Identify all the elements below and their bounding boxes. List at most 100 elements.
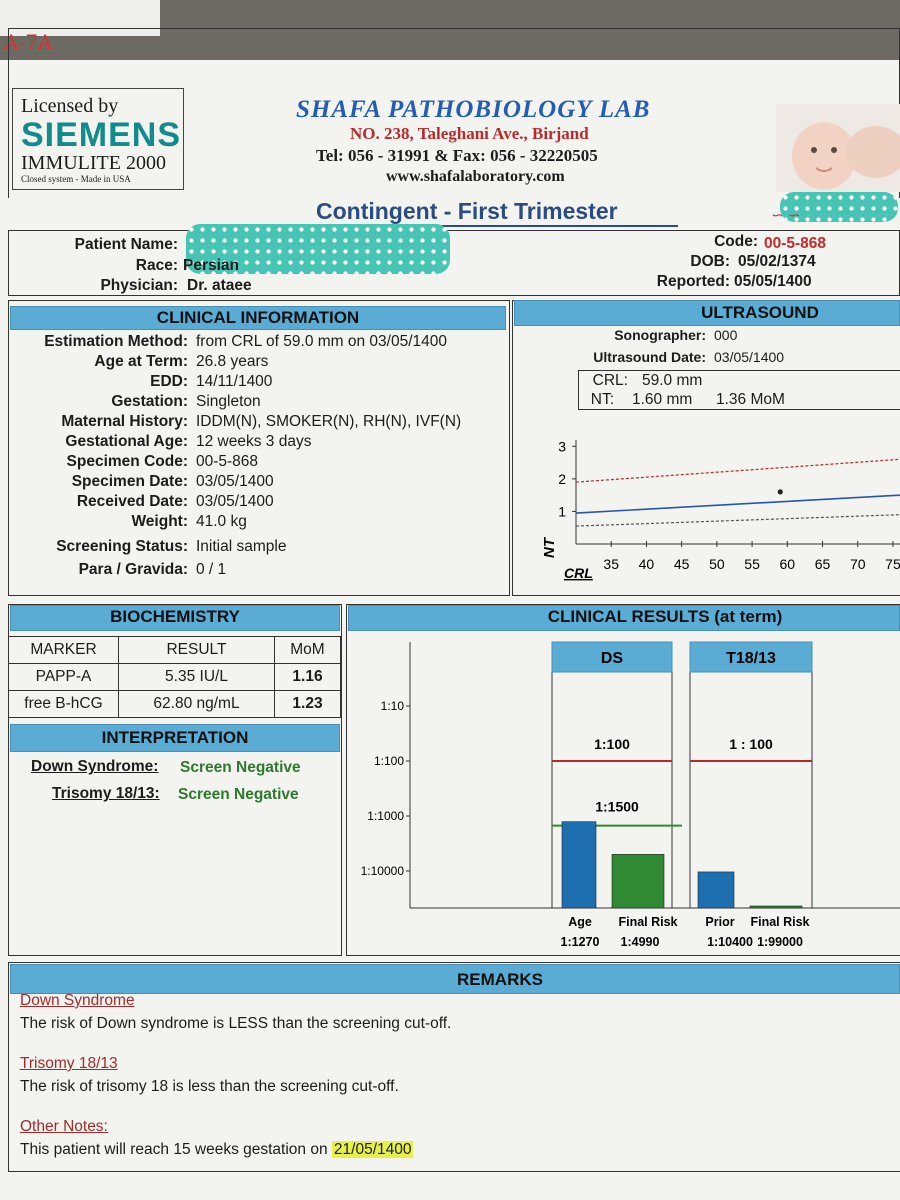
top-left-paper bbox=[0, 0, 160, 36]
interpretation-title: INTERPRETATION bbox=[101, 728, 249, 747]
crl-axis-label: CRL bbox=[564, 565, 593, 581]
reported-value: 05/05/1400 bbox=[734, 273, 812, 290]
crl-label: CRL: bbox=[592, 372, 628, 389]
clinical-info-title: CLINICAL INFORMATION bbox=[156, 308, 360, 327]
physician-label: Physician: bbox=[100, 277, 178, 294]
result-cell: 5.35 IU/L bbox=[118, 663, 275, 691]
clinical-row-value: 00-5-868 bbox=[196, 453, 259, 470]
interp-t18-value: Screen Negative bbox=[178, 786, 299, 803]
redaction-mark bbox=[780, 192, 898, 222]
clinical-info-header bbox=[10, 306, 506, 330]
ultrasound-date-label: Ultrasound Date: bbox=[593, 349, 706, 365]
ds-header-label: DS bbox=[601, 650, 624, 667]
clinical-row-value: IDDM(N), SMOKER(N), RH(N), IVF(N) bbox=[196, 413, 462, 430]
nt-value: 1.60 mm bbox=[632, 391, 693, 408]
interp-ds-value: Screen Negative bbox=[180, 759, 301, 776]
licensed-by: Licensed by bbox=[21, 95, 119, 117]
clinical-row-label: Gestation: bbox=[111, 393, 188, 410]
x-tick-label: 75 bbox=[885, 556, 900, 572]
siemens-logo: SIEMENS bbox=[21, 116, 182, 154]
clinical-row-value: 26.8 years bbox=[196, 353, 269, 370]
ultrasound-header bbox=[514, 300, 900, 326]
remark-notes-heading: Other Notes: bbox=[20, 1118, 108, 1135]
x-tick-label: 60 bbox=[780, 556, 796, 572]
nt-patient-point bbox=[777, 489, 783, 495]
risk-bar bbox=[697, 871, 735, 909]
risk-y-tick-label: 1:10 bbox=[381, 699, 405, 713]
clinical-results-box bbox=[346, 604, 900, 956]
notes-text: This patient will reach 15 weeks gestati… bbox=[20, 1141, 328, 1158]
result-cell: 62.80 ng/mL bbox=[118, 690, 275, 718]
lab-phone: Tel: 056 - 31991 & Fax: 056 - 32220505 bbox=[316, 146, 598, 165]
signature-scribble: ∽ ∽ bbox=[770, 207, 800, 224]
patient-name-label: Patient Name: bbox=[74, 236, 178, 253]
ds-panel-header bbox=[551, 641, 673, 673]
redacted-patient-name bbox=[186, 224, 450, 274]
clinical-row-value: Initial sample bbox=[196, 538, 287, 555]
risk-bar-value: 1:1270 bbox=[561, 935, 600, 949]
report-title: Contingent - First Trimester bbox=[316, 198, 618, 224]
clinical-row-label: Weight: bbox=[131, 513, 188, 530]
x-tick-label: 65 bbox=[815, 556, 831, 572]
clinical-row-label: Screening Status: bbox=[56, 538, 188, 555]
result-header: RESULT bbox=[118, 636, 275, 664]
nt-label: NT: bbox=[590, 391, 614, 408]
risk-bar bbox=[561, 821, 597, 909]
lab-name: SHAFA PATHOBIOLOGY LAB bbox=[296, 96, 651, 123]
x-tick-label: 40 bbox=[639, 556, 655, 572]
clinical-row-label: Para / Gravida: bbox=[78, 561, 188, 578]
x-tick-label: 45 bbox=[674, 556, 690, 572]
nt-axis-label: NT bbox=[541, 536, 558, 558]
marker-header: MARKER bbox=[8, 636, 119, 664]
clinical-row-label: EDD: bbox=[150, 373, 188, 390]
lab-website: www.shafalaboratory.com bbox=[386, 168, 565, 185]
biochemistry-title: BIOCHEMISTRY bbox=[110, 607, 240, 626]
ultrasound-title: ULTRASOUND bbox=[701, 303, 819, 322]
clinical-row-label: Gestational Age: bbox=[65, 433, 188, 450]
biochemistry-box bbox=[8, 604, 342, 956]
baby-photo bbox=[776, 104, 900, 192]
table-row: PAPP-A 5.35 IU/L 1.16 bbox=[8, 663, 341, 691]
clinical-row-label: Received Date: bbox=[76, 493, 188, 510]
x-tick-label: 55 bbox=[744, 556, 760, 572]
t18-panel-header bbox=[689, 641, 813, 673]
nt-mom: 1.36 MoM bbox=[716, 391, 785, 408]
reported-label: Reported: bbox=[656, 273, 730, 290]
remark-ds-text: The risk of Down syndrome is LESS than t… bbox=[20, 1015, 452, 1032]
clinical-row-value: Singleton bbox=[196, 393, 261, 410]
interpretation-header bbox=[10, 724, 340, 752]
clinical-row-value: from CRL of 59.0 mm on 03/05/1400 bbox=[196, 333, 448, 350]
clinical-results-header bbox=[348, 605, 900, 631]
clinical-row-value: 03/05/1400 bbox=[196, 473, 274, 490]
clinical-row-label: Maternal History: bbox=[61, 413, 188, 430]
remark-ds-heading: Down Syndrome bbox=[20, 992, 135, 1009]
immulite-label: IMMULITE 2000 bbox=[21, 152, 166, 174]
risk-bar bbox=[749, 905, 803, 909]
remark-notes-text: This patient will reach 15 weeks gestati… bbox=[20, 1141, 414, 1159]
crl-value: 59.0 mm bbox=[642, 372, 703, 389]
lab-address: NO. 238, Taleghani Ave., Birjand bbox=[350, 124, 589, 143]
nt-lower-line bbox=[575, 514, 900, 527]
clinical-row-value: 12 weeks 3 days bbox=[196, 433, 312, 450]
x-tick-label: 35 bbox=[603, 556, 619, 572]
clinical-info-box bbox=[8, 300, 510, 596]
nt-crl-chart: 1 2 3 35 40 45 50 55 60 65 70 75 NT CRL bbox=[541, 438, 900, 581]
table-row: free B-hCG 62.80 ng/mL 1.23 bbox=[8, 690, 341, 718]
code-label: Code: bbox=[714, 233, 758, 250]
y-tick-label: 1 bbox=[558, 503, 566, 519]
mom-header: MoM bbox=[274, 636, 341, 664]
risk-bar bbox=[611, 854, 665, 909]
remark-t18-heading: Trisomy 18/13 bbox=[20, 1055, 118, 1072]
clinical-results-title: CLINICAL RESULTS (at term) bbox=[547, 607, 783, 626]
closed-system-note: Closed system - Made in USA bbox=[21, 174, 131, 184]
remark-t18-text: The risk of trisomy 18 is less than the … bbox=[20, 1078, 399, 1095]
ultrasound-date-value: 03/05/1400 bbox=[714, 349, 785, 365]
t18-cutoff-label: 1 : 100 bbox=[729, 736, 773, 752]
title-underline bbox=[316, 225, 678, 227]
t18-header-label: T18/13 bbox=[726, 650, 776, 667]
risk-bar-label: Final Risk bbox=[750, 915, 809, 929]
sonographer-value: 000 bbox=[714, 327, 738, 343]
clinical-row-value: 14/11/1400 bbox=[196, 373, 273, 390]
clinical-row-label: Estimation Method: bbox=[44, 333, 188, 350]
risk-bar-label: Prior bbox=[705, 915, 734, 929]
